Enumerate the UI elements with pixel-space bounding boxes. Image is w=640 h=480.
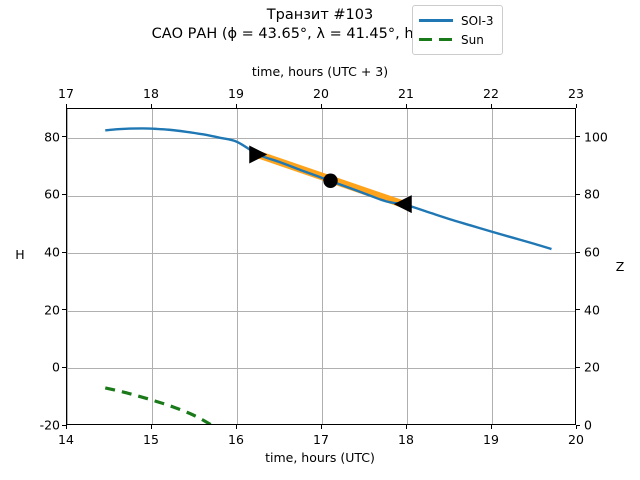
tick-label-x-bottom-2: 16 (228, 432, 244, 447)
tick-label-x-top-2: 19 (228, 86, 244, 101)
grid-line-vertical-5 (492, 109, 493, 424)
tick-label-x-top-0: 17 (58, 86, 74, 101)
tick-label-y-left-2: 20 (44, 302, 60, 318)
tick-label-y-left-5: 80 (44, 129, 60, 145)
x-axis-label-bottom: time, hours (UTC) (265, 450, 375, 465)
tick-x-top-4 (405, 104, 407, 108)
tick-label-x-top-6: 23 (568, 86, 584, 101)
tick-label-y-right-3: 60 (584, 244, 600, 260)
legend-label-1: Sun (461, 32, 484, 47)
tick-x-bottom-6 (575, 425, 577, 429)
tick-y-left-3 (62, 251, 66, 253)
tick-y-right-4 (576, 193, 580, 195)
tick-y-right-1 (576, 366, 580, 368)
tick-label-x-bottom-0: 14 (58, 432, 74, 447)
tick-label-y-right-1: 20 (584, 359, 600, 375)
tick-y-left-4 (62, 193, 66, 195)
legend-item-0[interactable]: SOI-3 (419, 11, 494, 30)
legend[interactable]: SOI-3 Sun (412, 5, 503, 55)
tick-label-x-top-5: 22 (483, 86, 499, 101)
tick-label-x-top-4: 21 (398, 86, 414, 101)
tick-label-x-top-1: 18 (143, 86, 159, 101)
tick-label-x-bottom-1: 15 (143, 432, 159, 447)
tick-y-left-0 (62, 424, 66, 426)
tick-label-x-top-3: 20 (313, 86, 329, 101)
series-line-soi-3 (105, 127, 552, 251)
grid-line-horizontal-4 (67, 195, 575, 197)
tick-y-left-5 (62, 136, 66, 138)
grid-line-horizontal-1 (67, 368, 575, 370)
series-line-sun (104, 386, 213, 424)
tick-label-y-right-2: 40 (584, 302, 600, 318)
tick-x-bottom-0 (65, 425, 67, 429)
tick-label-x-bottom-4: 18 (398, 432, 414, 447)
tick-label-y-left-0: -20 (39, 417, 60, 433)
grid-line-horizontal-2 (67, 310, 575, 312)
tick-x-top-5 (490, 104, 492, 108)
x-axis-label-top: time, hours (UTC + 3) (251, 64, 389, 79)
tick-label-y-right-4: 80 (584, 186, 600, 202)
grid-line-horizontal-5 (67, 137, 575, 139)
tick-y-right-5 (576, 136, 580, 138)
tick-y-right-0 (576, 424, 580, 426)
title-line-1: Транзит #103 (266, 7, 374, 23)
tick-y-right-2 (576, 309, 580, 311)
grid-line-vertical-1 (152, 109, 153, 424)
legend-swatch-line-icon (419, 15, 453, 27)
tick-y-left-2 (62, 309, 66, 311)
tick-label-x-bottom-5: 19 (483, 432, 499, 447)
tick-label-y-right-0: 0 (584, 417, 592, 433)
tick-x-top-0 (65, 104, 67, 108)
title-line-2: САО РАН (ϕ = 43.65°, λ = 41.45°, h = 207… (151, 25, 489, 42)
legend-item-1[interactable]: Sun (419, 30, 494, 49)
grid-line-vertical-2 (237, 109, 238, 424)
transit-culmination-marker (323, 173, 338, 188)
tick-x-bottom-5 (490, 425, 492, 429)
plot-area (66, 108, 576, 425)
tick-label-y-left-4: 60 (44, 186, 60, 202)
tick-y-right-3 (576, 251, 580, 253)
grid-line-vertical-3 (322, 109, 323, 424)
tick-x-bottom-4 (405, 425, 407, 429)
transit-end-marker (393, 195, 412, 214)
tick-y-left-1 (62, 366, 66, 368)
tick-label-y-right-5: 100 (584, 129, 608, 145)
tick-x-top-6 (575, 104, 577, 108)
data-curves (104, 127, 552, 424)
transit-start-marker (249, 145, 268, 164)
tick-x-top-3 (320, 104, 322, 108)
grid-line-vertical-4 (407, 109, 408, 424)
chart-title: Транзит #103 САО РАН (ϕ = 43.65°, λ = 41… (0, 6, 640, 43)
tick-x-bottom-1 (150, 425, 152, 429)
tick-label-x-bottom-3: 17 (313, 432, 329, 447)
tick-label-x-bottom-6: 20 (568, 432, 584, 447)
tick-label-y-left-1: 0 (52, 359, 60, 375)
legend-swatch-dashed-icon (419, 34, 453, 46)
y-axis-label-right: Z (615, 259, 625, 274)
grid-line-horizontal-3 (67, 253, 575, 255)
y-axis-label-left: H (15, 247, 25, 262)
tick-x-top-2 (235, 104, 237, 108)
tick-label-y-left-3: 40 (44, 244, 60, 260)
legend-label-0: SOI-3 (461, 13, 494, 28)
tick-x-bottom-3 (320, 425, 322, 429)
tick-x-bottom-2 (235, 425, 237, 429)
grid-line-vertical-0 (67, 109, 68, 424)
tick-x-top-1 (150, 104, 152, 108)
